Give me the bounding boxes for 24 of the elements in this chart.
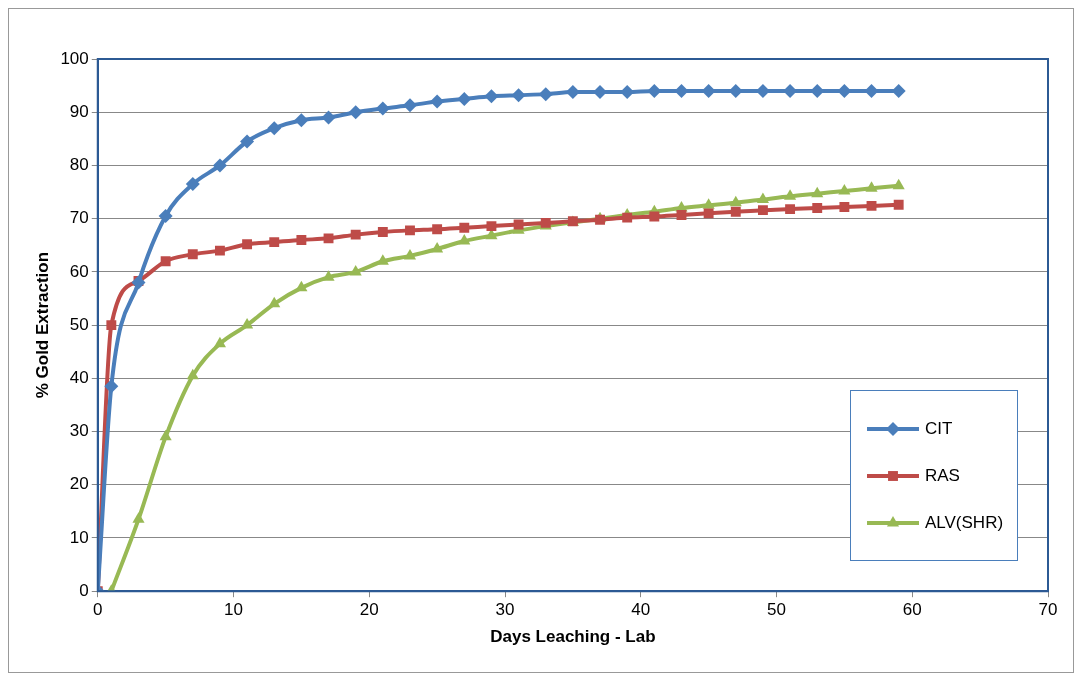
y-tick-label: 10 — [69, 527, 89, 547]
y-tick-label: 50 — [69, 314, 89, 334]
y-tick-label: 90 — [69, 101, 89, 121]
x-tick-label: 0 — [93, 600, 103, 620]
x-axis-title: Days Leaching - Lab — [490, 627, 656, 647]
legend-label: CIT — [925, 418, 953, 439]
x-tick-label: 60 — [902, 600, 922, 620]
x-tick-label: 70 — [1038, 600, 1058, 620]
y-tick-label: 70 — [69, 208, 89, 228]
y-tick-label: 30 — [69, 421, 89, 441]
y-tick-label: 60 — [69, 261, 89, 281]
y-tick-label: 100 — [60, 48, 89, 68]
legend-label: ALV(SHR) — [925, 512, 1004, 533]
y-tick-label: 20 — [69, 474, 89, 494]
x-tick-label: 40 — [631, 600, 651, 620]
x-tick-label: 20 — [359, 600, 379, 620]
legend-label: RAS — [925, 465, 960, 486]
y-axis-title: % Gold Extraction — [32, 251, 52, 399]
x-tick-label: 50 — [767, 600, 786, 620]
x-tick-label: 10 — [224, 600, 243, 620]
x-tick-label: 30 — [495, 600, 515, 620]
y-tick-label: 40 — [69, 368, 89, 388]
y-tick-label: 0 — [79, 580, 89, 600]
y-tick-label: 80 — [69, 155, 89, 175]
